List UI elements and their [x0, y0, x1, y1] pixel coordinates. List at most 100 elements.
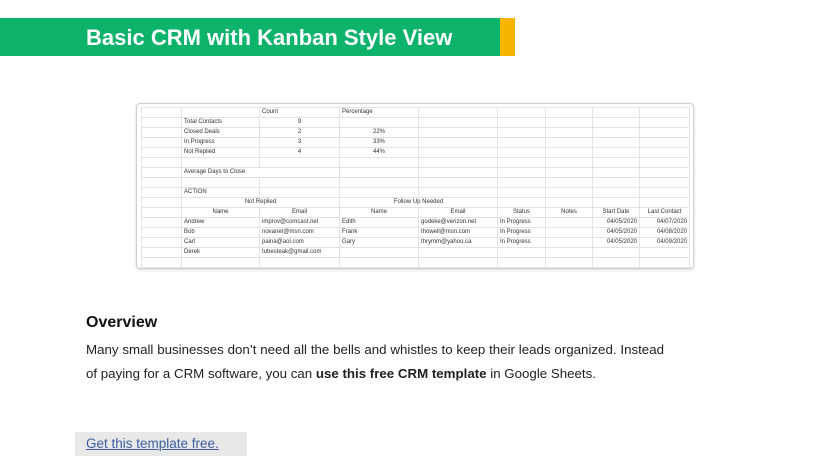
cell: Last Contact [639, 207, 690, 218]
cell [141, 237, 182, 248]
cell: Email [418, 207, 498, 218]
cell [592, 187, 640, 198]
cell [418, 137, 498, 148]
cell [639, 197, 690, 208]
template-link[interactable]: Get this template free. [86, 436, 219, 451]
section-heading: Overview [86, 314, 158, 331]
cell: Count [259, 107, 340, 118]
sheet-row: Total Contacts 9 [141, 117, 690, 128]
cell [639, 247, 690, 258]
cell: Derek [181, 247, 260, 258]
cell [418, 147, 498, 158]
sheet-row: Name Email Name Email Status Notes Start Date L… [141, 207, 690, 218]
cell [592, 107, 640, 118]
cell: Start Date [592, 207, 640, 218]
cell [497, 137, 546, 148]
cell [545, 177, 593, 188]
cell [141, 247, 182, 258]
cell: Status [497, 207, 546, 218]
banner-accent [500, 18, 515, 56]
cell: Follow Up Needed [339, 197, 498, 208]
cell: paina@aol.com [259, 237, 340, 248]
cell [497, 257, 546, 268]
cell [259, 157, 340, 168]
cell [497, 107, 546, 118]
cell [418, 167, 498, 178]
cell [545, 167, 593, 178]
cell: Gary [339, 237, 419, 248]
cell [141, 127, 182, 138]
cell [141, 167, 182, 178]
text: Many small businesses don’t need all the… [86, 342, 668, 381]
cell: 04/09/2020 [639, 237, 690, 248]
sheet-row: Carl paina@aol.com Gary thrymm@yahoo.ca In P… [141, 237, 690, 248]
cell [259, 177, 340, 188]
cell [497, 187, 546, 198]
cell [592, 167, 640, 178]
cell [141, 177, 182, 188]
cell [639, 157, 690, 168]
cell [545, 247, 593, 258]
cell [639, 147, 690, 158]
cell [141, 107, 182, 118]
cell: 44% [339, 147, 419, 158]
cell [497, 167, 546, 178]
page-title: Basic CRM with Kanban Style View [86, 25, 453, 50]
cell [497, 177, 546, 188]
cell: 9 [259, 117, 340, 128]
cell [592, 147, 640, 158]
cell: 2 [259, 127, 340, 138]
sheet-row: Not Replied Follow Up Needed [141, 197, 690, 208]
cell [497, 147, 546, 158]
cell: Percentage [339, 107, 419, 118]
cell: 04/05/2020 [592, 237, 640, 248]
cell [639, 167, 690, 178]
cell [592, 117, 640, 128]
cell: Total Contacts [181, 117, 260, 128]
cell: Average Days to Close [181, 167, 340, 178]
cell [259, 257, 340, 268]
sheet-row: Not Replied 4 44% [141, 147, 690, 158]
cell: thrymm@yahoo.ca [418, 237, 498, 248]
spreadsheet: Count Percentage Total Contacts 9 Closed Dea… [141, 107, 690, 268]
cell: Edith [339, 217, 419, 228]
text: in Google Sheets. [486, 366, 596, 381]
cell: Carl [181, 237, 260, 248]
cell: Not Replied [181, 147, 260, 158]
cell: Closed Deals [181, 127, 260, 138]
sheet-row: Count Percentage [141, 107, 690, 118]
sheet-row: ACTION [141, 187, 690, 198]
cell: In Progress [497, 237, 546, 248]
cell: tubesteak@gmail.com [259, 247, 340, 258]
cell [639, 257, 690, 268]
cell: Name [339, 207, 419, 218]
cell [592, 247, 640, 258]
cell [545, 227, 593, 238]
cell [545, 237, 593, 248]
cell [592, 157, 640, 168]
cell [181, 177, 260, 188]
cell: 4 [259, 147, 340, 158]
cell [497, 127, 546, 138]
sheet-row: Derek tubesteak@gmail.com [141, 247, 690, 258]
bold-text: use this free CRM template [315, 366, 487, 381]
cell [418, 117, 498, 128]
title-banner [0, 18, 500, 56]
cell: novanet@msn.com [259, 227, 340, 238]
cell [639, 137, 690, 148]
cell: 22% [339, 127, 419, 138]
cell: Email [259, 207, 340, 218]
cell [259, 187, 340, 198]
cell [497, 247, 546, 258]
cell [339, 117, 419, 128]
cell [418, 177, 498, 188]
cell [339, 157, 419, 168]
sheet-row: Closed Deals 2 22% [141, 127, 690, 138]
sheet-row [141, 177, 690, 188]
cell: improv@comcast.net [259, 217, 340, 228]
cell [639, 127, 690, 138]
cell [418, 107, 498, 118]
cell: Not Replied [181, 197, 340, 208]
cell [545, 157, 593, 168]
